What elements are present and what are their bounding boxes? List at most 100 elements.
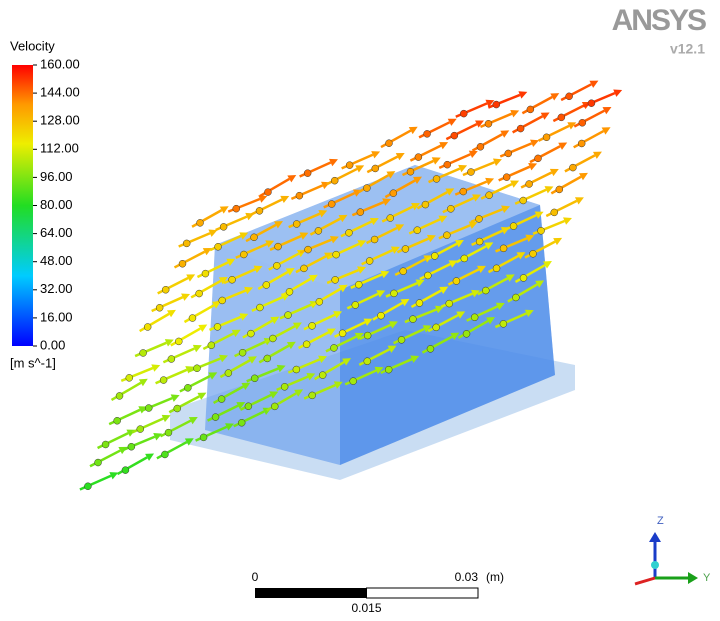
- vector-node: [196, 290, 203, 297]
- vector-node: [444, 161, 451, 168]
- vector-node: [556, 186, 563, 193]
- vector-node: [319, 372, 326, 379]
- scale-middle: 0.015: [351, 601, 381, 615]
- vector-node: [333, 251, 340, 258]
- vector-node: [229, 276, 236, 283]
- vector-node: [183, 240, 190, 247]
- legend-label: 160.00: [40, 56, 80, 71]
- vector-node: [218, 396, 225, 403]
- vector-node: [402, 245, 409, 252]
- vector-node: [305, 246, 312, 253]
- legend-label: 0.00: [40, 337, 65, 352]
- vector-node: [364, 332, 371, 339]
- vector-node: [328, 201, 335, 208]
- vector-node: [493, 265, 500, 272]
- legend-label: 112.00: [40, 141, 79, 156]
- vector-node: [486, 192, 493, 199]
- vector-node: [122, 467, 129, 474]
- vector-node: [407, 168, 414, 175]
- vector-node: [225, 370, 232, 377]
- vector-node: [377, 312, 384, 319]
- scale-end: 0.03: [455, 570, 479, 584]
- vector-node: [273, 262, 280, 269]
- vector-node: [566, 93, 573, 100]
- vector-node: [363, 185, 370, 192]
- legend-unit: [m s^-1]: [10, 355, 56, 370]
- vector-node: [144, 323, 151, 330]
- vector-node: [293, 366, 300, 373]
- color-bar: [12, 65, 33, 346]
- vector-node: [160, 377, 167, 384]
- logo-version: v12.1: [670, 41, 705, 57]
- vector-node: [281, 383, 288, 390]
- vector-node: [346, 162, 353, 169]
- vector-node: [161, 451, 168, 458]
- vector: [117, 457, 147, 474]
- vector-node: [304, 170, 311, 177]
- vector-node: [371, 236, 378, 243]
- vector-node: [451, 132, 458, 139]
- vector: [551, 177, 581, 194]
- vector-node: [330, 344, 337, 351]
- triad: Z Y: [635, 515, 711, 584]
- vector-node: [431, 252, 438, 259]
- vector-node: [256, 207, 263, 214]
- vector-node: [128, 443, 135, 450]
- vector-node: [558, 114, 565, 121]
- vector-node: [200, 434, 207, 441]
- vector-node: [352, 302, 359, 309]
- vector-node: [446, 300, 453, 307]
- vector: [140, 314, 169, 331]
- vector-node: [174, 405, 181, 412]
- vector-node: [271, 403, 278, 410]
- vector: [513, 116, 543, 132]
- vector-node: [471, 314, 478, 321]
- vector-node: [264, 355, 271, 362]
- vector-node: [588, 100, 595, 107]
- vector-node: [296, 192, 303, 199]
- vector: [184, 305, 214, 322]
- vector-node: [116, 392, 123, 399]
- vector-node: [422, 201, 429, 208]
- vector-node: [197, 219, 204, 226]
- vector: [472, 134, 502, 150]
- vector-node: [239, 349, 246, 356]
- vector-node: [569, 164, 576, 171]
- vector-node: [332, 276, 339, 283]
- vector-node: [84, 483, 91, 490]
- vector: [112, 383, 141, 400]
- vector-node: [510, 223, 517, 230]
- vector-node: [535, 155, 542, 162]
- vector-node: [433, 324, 440, 331]
- vector-node: [527, 106, 534, 113]
- vector-node: [350, 378, 357, 385]
- vector-node: [461, 255, 468, 262]
- vector-node: [331, 177, 338, 184]
- vector: [574, 131, 604, 147]
- vector-node: [247, 330, 254, 337]
- vector-node: [526, 181, 533, 188]
- vector-node: [476, 238, 483, 245]
- vector-node: [485, 120, 492, 127]
- vector-node: [551, 209, 558, 216]
- vector-node: [238, 419, 245, 426]
- vector-node: [316, 298, 323, 305]
- legend-label: 16.00: [40, 309, 73, 324]
- legend-label: 64.00: [40, 225, 73, 240]
- vector-node: [251, 234, 258, 241]
- vector-node: [578, 140, 585, 147]
- vector-node: [416, 300, 423, 307]
- vector: [381, 131, 411, 148]
- vector-node: [357, 209, 364, 216]
- vector-node: [414, 227, 421, 234]
- vector-node: [505, 150, 512, 157]
- vector-node: [240, 251, 247, 258]
- vector-node: [579, 119, 586, 126]
- vector: [260, 179, 289, 196]
- scale-white: [367, 588, 479, 598]
- vector-node: [140, 349, 147, 356]
- vector-node: [339, 330, 346, 337]
- vector-node: [156, 304, 163, 311]
- vector-node: [398, 336, 405, 343]
